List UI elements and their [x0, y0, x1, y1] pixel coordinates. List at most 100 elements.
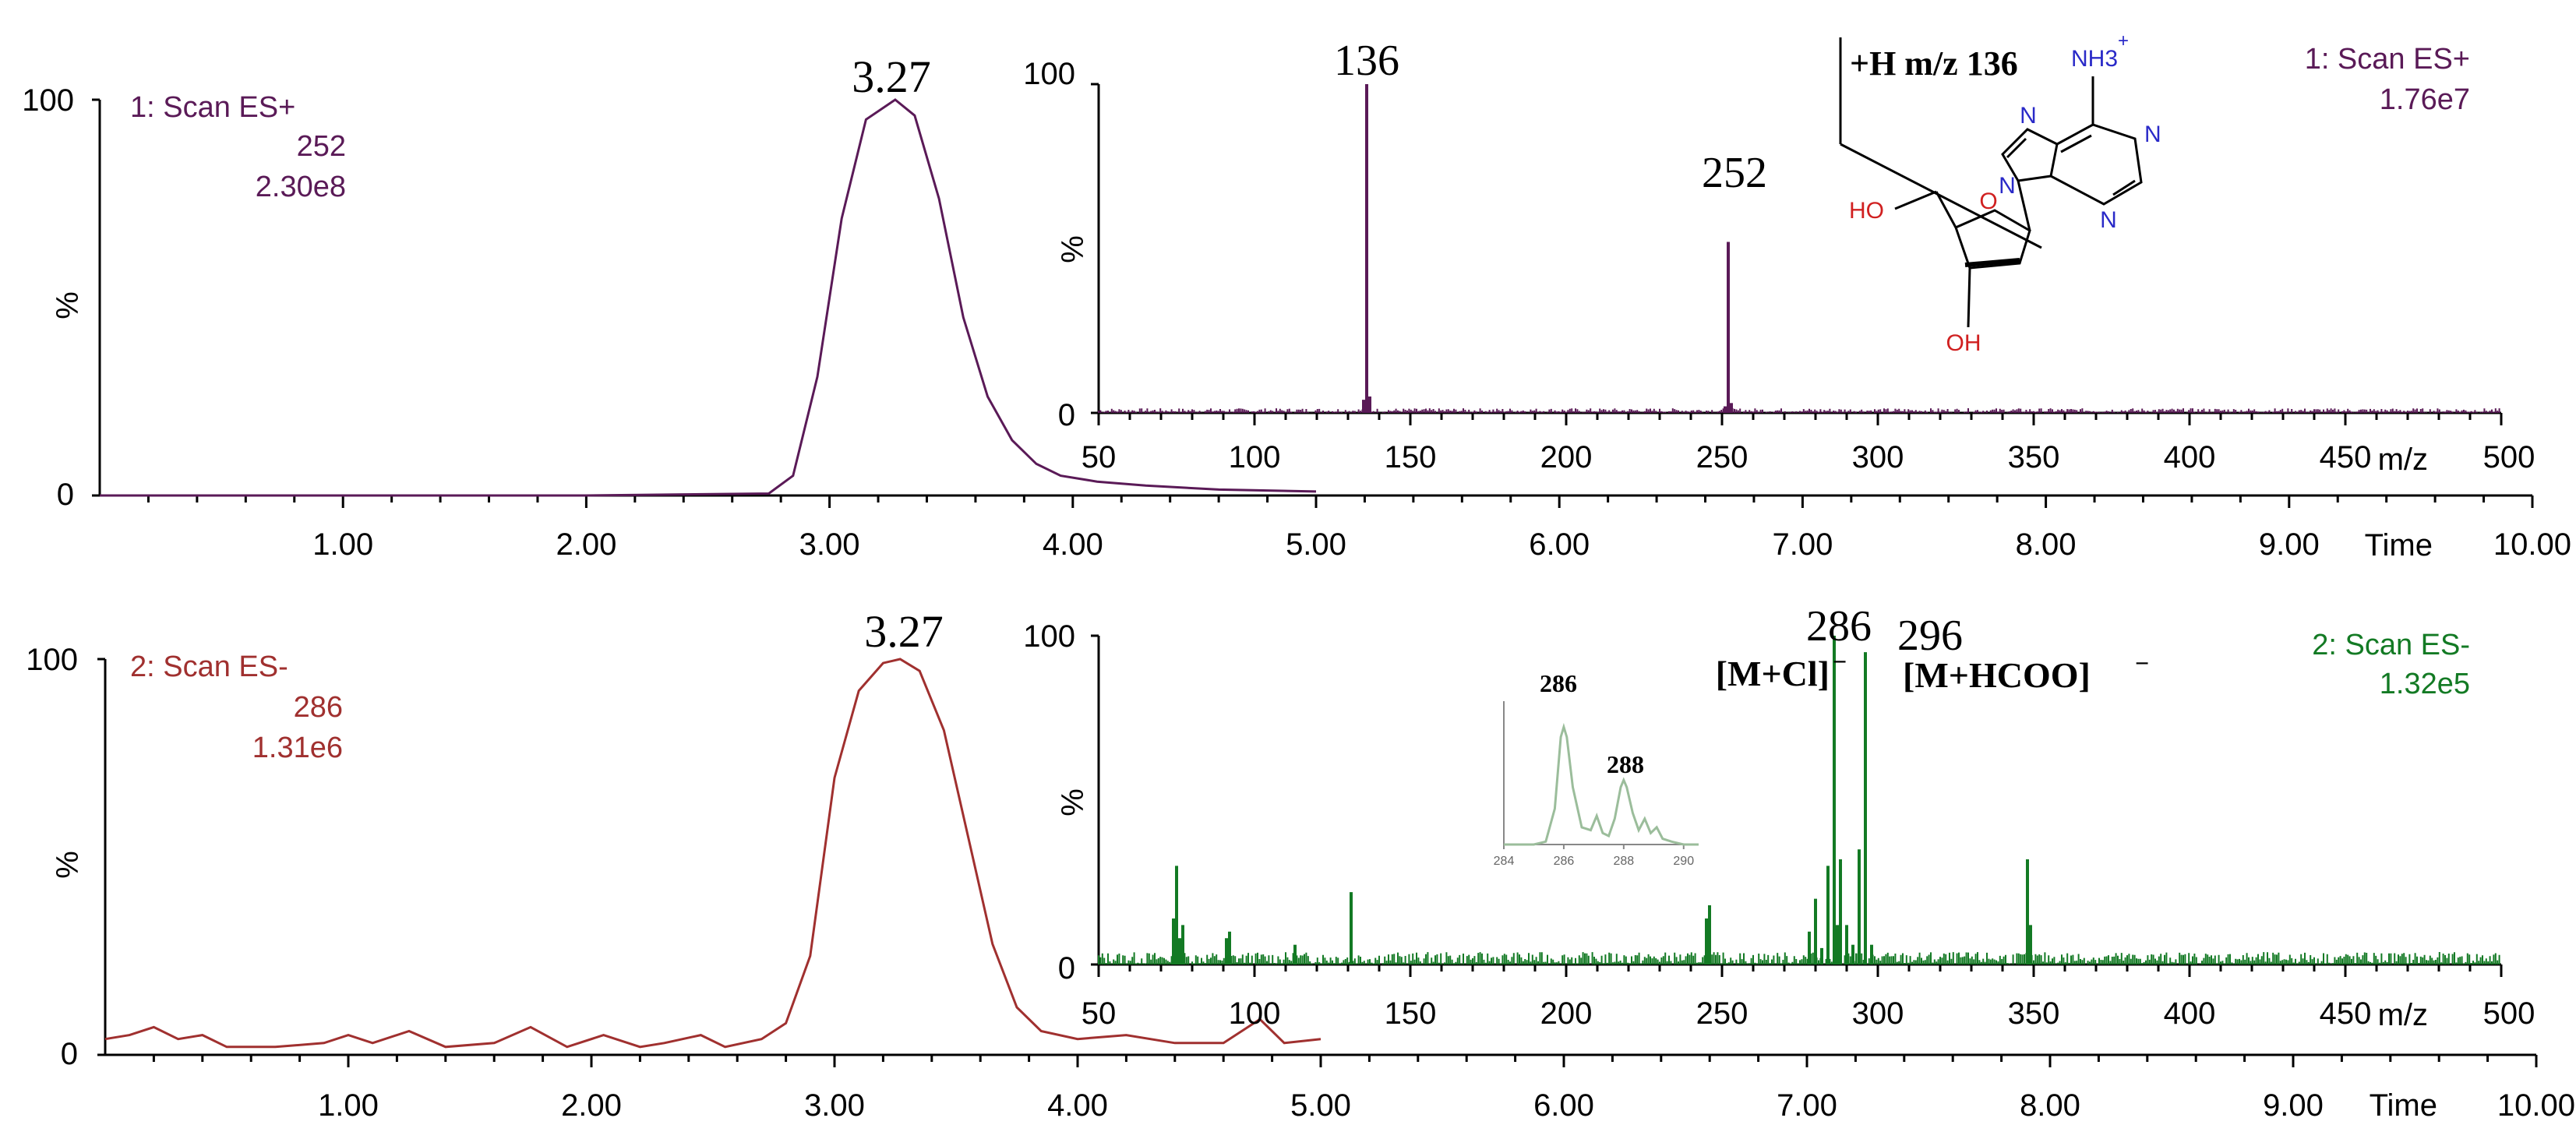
x-tick-label: 8.00	[2016, 527, 2077, 562]
spectrum-ticks: 50 100 150 200 250 300 350 400 450 500	[1082, 634, 2535, 1031]
chromatogram-es-plus: 1.00 2.00 3.00 4.00 5.00 6.00 7.00 8.00 9.00 10.0…	[22, 51, 2571, 562]
peak-label-rt: 3.27	[864, 606, 944, 657]
y-tick-label-0: 0	[1058, 398, 1075, 432]
spectrum-baseline-noise	[1098, 408, 2500, 413]
atom-nh3: NH3	[2071, 46, 2118, 72]
atom-n7: N	[2020, 103, 2037, 129]
spectrum-baseline-noise	[1098, 952, 2500, 964]
y-tick-label-100: 100	[1023, 619, 1075, 654]
chromatogram-axes	[98, 100, 2532, 497]
x-tick-label: 150	[1385, 996, 1437, 1031]
x-tick-label: 250	[1696, 440, 1749, 474]
annotation-m-hcoo-charge: −	[2135, 649, 2149, 677]
pyrimidine-ring	[2050, 123, 2143, 206]
y-tick-label-0: 0	[57, 478, 74, 512]
double-bond	[2006, 137, 2027, 159]
inset-axes	[1503, 701, 1699, 845]
scan-mode: 1: Scan ES+	[2305, 43, 2470, 76]
atom-oh: OH	[1946, 330, 1981, 356]
y-tick-label-100: 100	[26, 643, 78, 677]
x-tick-label: 9.00	[2259, 527, 2320, 562]
trace-info: 2: Scan ES- 286 1.31e6	[130, 651, 343, 764]
x-tick-label: 7.00	[1777, 1088, 1837, 1123]
spectrum-es-minus: 50 100 150 200 250 300 350 400 450 500 100 0 % m/…	[1023, 602, 2535, 1032]
double-bond	[2112, 179, 2136, 196]
chromatogram-trace	[100, 98, 1317, 497]
atom-n1: N	[2144, 122, 2161, 147]
inset-x-tick-label: 284	[1494, 855, 1515, 868]
spectrum-es-plus: 50 100 150 200 250 300 350 400 450 500 100 0 % m/…	[1023, 30, 2535, 477]
x-tick-label: 300	[1852, 440, 1904, 474]
x-tick-label: 250	[1696, 996, 1749, 1031]
x-tick-label: 500	[2483, 996, 2535, 1031]
chromatogram-trace	[104, 658, 1322, 1049]
spectrum-peaks	[1362, 84, 1733, 413]
annotation-m-hcoo: [M+HCOO]	[1903, 655, 2091, 695]
x-tick-label: 3.00	[799, 527, 860, 562]
x-tick-label: 9.00	[2263, 1088, 2324, 1123]
chromatogram-es-minus: 1.00 2.00 3.00 4.00 5.00 6.00 7.00 8.00 9.00 10.0…	[26, 606, 2575, 1123]
x-tick-label: 4.00	[1043, 527, 1103, 562]
atom-n3: N	[2100, 207, 2117, 233]
spectrum-axes	[1097, 84, 2501, 414]
spectrum-peaks	[1172, 636, 2032, 964]
x-tick-label: 350	[2008, 996, 2060, 1031]
atom-ho: HO	[1849, 198, 1884, 224]
y-axis-label: %	[51, 851, 85, 879]
x-axis-label: m/z	[2378, 998, 2428, 1032]
glycosidic-bond	[2017, 180, 2031, 231]
x-tick-label: 2.00	[561, 1088, 622, 1123]
x-tick-label: 2.00	[556, 527, 616, 562]
inset-trace	[1504, 722, 1699, 846]
intensity: 2.30e8	[256, 171, 346, 203]
chromatogram-ticks: 1.00 2.00 3.00 4.00 5.00 6.00 7.00 8.00 9.00 10.0…	[92, 98, 2571, 562]
monitored-mass: 286	[294, 691, 343, 724]
annotation-m-cl-charge: −	[1833, 647, 1847, 675]
x-tick-label: 6.00	[1529, 527, 1590, 562]
y-axis-label: %	[51, 291, 85, 319]
x-tick-label: 400	[2164, 996, 2216, 1031]
x-tick-label: 150	[1385, 440, 1437, 474]
y-tick-label-0: 0	[61, 1037, 78, 1071]
scan-mode: 2: Scan ES-	[2312, 629, 2470, 661]
x-tick-label: 50	[1082, 440, 1117, 474]
x-tick-label: 5.00	[1286, 527, 1346, 562]
atom-n9: N	[1999, 173, 2016, 199]
fragment-cleavage-line	[1840, 143, 2042, 249]
x-tick-label: 100	[1229, 996, 1281, 1031]
monitored-mass: 252	[297, 130, 346, 163]
x-axis-label: m/z	[2378, 443, 2428, 477]
molecule-structure: +H m/z 136 NH3 +	[1839, 30, 2161, 356]
inset-x-tick-label: 290	[1673, 855, 1694, 868]
imidazole-ring	[2001, 128, 2059, 182]
wedge-bond	[1964, 258, 2020, 267]
spectrum-ticks: 50 100 150 200 250 300 350 400 450 500	[1082, 83, 2535, 474]
x-axis-label: Time	[2365, 528, 2433, 562]
inset-x-tick-label: 288	[1613, 855, 1634, 868]
intensity: 1.31e6	[252, 732, 343, 764]
hydroxyl-bond	[1967, 267, 1971, 328]
x-tick-label: 6.00	[1533, 1088, 1594, 1123]
x-tick-label: 50	[1082, 996, 1117, 1031]
y-tick-label-100: 100	[22, 83, 74, 118]
atom-ring-oxygen: O	[1979, 189, 1997, 214]
es-minus-row: 1.00 2.00 3.00 4.00 5.00 6.00 7.00 8.00 9.00 10.0…	[26, 602, 2575, 1123]
x-tick-label: 1.00	[318, 1088, 379, 1123]
x-tick-label: 400	[2164, 440, 2216, 474]
ch2-bond	[1935, 191, 1957, 228]
x-tick-label: 200	[1540, 440, 1593, 474]
x-tick-label: 4.00	[1047, 1088, 1108, 1123]
scan-mode: 2: Scan ES-	[130, 651, 288, 683]
chromatogram-ticks: 1.00 2.00 3.00 4.00 5.00 6.00 7.00 8.00 9.00 10.0…	[97, 658, 2575, 1123]
y-axis-label: %	[1056, 235, 1090, 263]
annotation-m-cl: [M+Cl]	[1716, 654, 1830, 693]
furanose-ring	[1954, 209, 2031, 270]
peak-label-252: 252	[1702, 149, 1767, 197]
peak-label-136: 136	[1334, 37, 1399, 85]
x-tick-label: 10.00	[2493, 527, 2571, 562]
x-tick-label: 300	[1852, 996, 1904, 1031]
fragment-label: +H m/z 136	[1850, 44, 2018, 83]
hydroxyl-bond	[1894, 190, 1937, 210]
x-tick-label: 8.00	[2020, 1088, 2080, 1123]
peak-label-rt: 3.27	[852, 51, 931, 102]
